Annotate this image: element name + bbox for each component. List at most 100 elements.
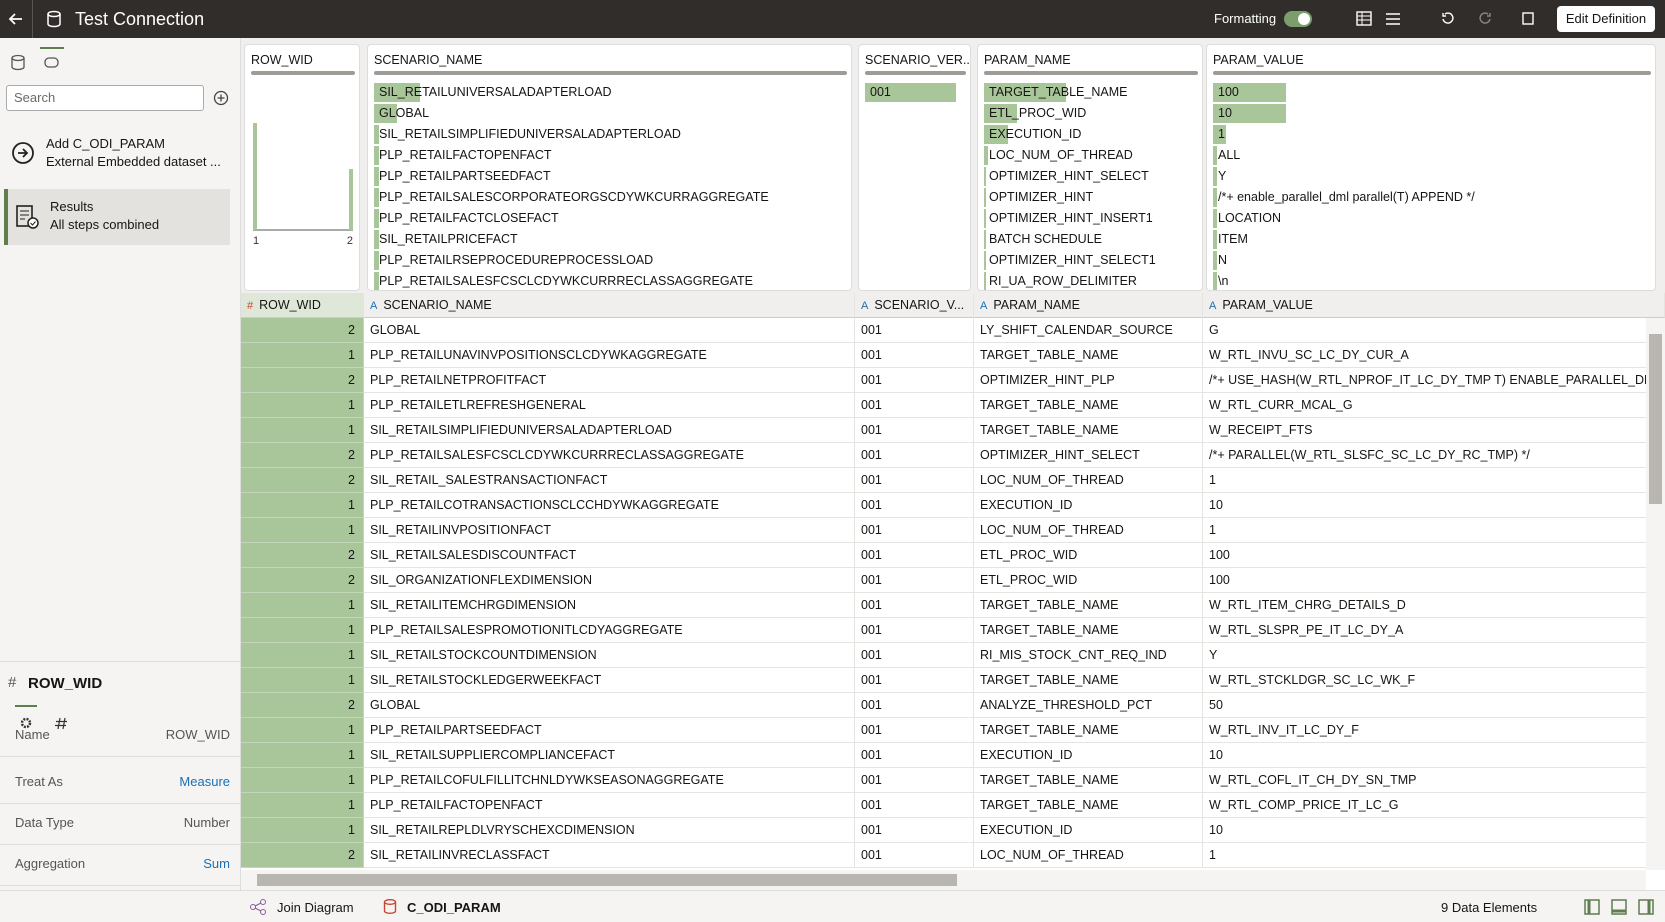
freq-bar <box>984 209 987 228</box>
profile-card: SCENARIO_VER... 001 <box>858 44 971 291</box>
profile-item[interactable]: OPTIMIZER_HINT_SELECT1 <box>984 251 1188 270</box>
prop-tabs[interactable] <box>18 714 78 732</box>
status: 9 Data Elements <box>1441 900 1538 915</box>
table-cell: 1 <box>241 493 364 518</box>
toolbar-icons[interactable] <box>1355 10 1535 28</box>
profile-item[interactable]: GLOBAL <box>374 104 837 123</box>
freq-bar <box>1213 272 1218 290</box>
formatting-toggle[interactable] <box>1284 11 1312 27</box>
profile-item[interactable]: SIL_RETAILSIMPLIFIEDUNIVERSALADAPTERLOAD <box>374 125 837 144</box>
table-cell: 1 <box>241 643 364 668</box>
profile-item[interactable]: TARGET_TABLE_NAME <box>984 83 1188 102</box>
table-cell: SIL_RETAILSTOCKLEDGERWEEKFACT <box>364 668 855 693</box>
profile-item[interactable]: ITEM <box>1213 230 1641 249</box>
profile-item[interactable]: PLP_RETAILFACTCLOSEFACT <box>374 209 837 228</box>
profile-item[interactable]: \n <box>1213 272 1641 290</box>
item-label: ALL <box>1218 148 1241 162</box>
table-cell: SIL_ORGANIZATIONFLEXDIMENSION <box>364 568 855 593</box>
profile-item[interactable]: 100 <box>1213 83 1641 102</box>
search-input[interactable]: Search <box>6 85 204 111</box>
item-label: 001 <box>870 85 891 99</box>
freq-bar <box>374 251 379 270</box>
profile-item[interactable]: PLP_RETAILPARTSEEDFACT <box>374 167 837 186</box>
profile-item[interactable]: PLP_RETAILRSEPROCEDUREPROCESSLOAD <box>374 251 837 270</box>
profile-item[interactable]: /*+ enable_parallel_dml parallel(T) APPE… <box>1213 188 1641 207</box>
profile-item[interactable]: OPTIMIZER_HINT_SELECT <box>984 167 1188 186</box>
profile-item[interactable]: ETL_PROC_WID <box>984 104 1188 123</box>
profile-item[interactable]: LOCATION <box>1213 209 1641 228</box>
step[interactable]: Results All steps combined <box>4 189 230 245</box>
type-icon: A <box>1209 300 1217 312</box>
table-cell: 001 <box>855 318 974 343</box>
profile-item[interactable]: PLP_RETAILSALESFCSCLCDYWKCURRRECLASSAGGR… <box>374 272 837 290</box>
profile-item[interactable]: ALL <box>1213 146 1641 165</box>
divider <box>0 885 241 886</box>
footer-tab[interactable]: Join Diagram <box>277 900 354 915</box>
item-label: 100 <box>1218 85 1239 99</box>
table-cell: 50 <box>1203 693 1665 718</box>
freq-bar <box>374 104 398 123</box>
table-cell: SIL_RETAILINVPOSITIONFACT <box>364 518 855 543</box>
table-cell: TARGET_TABLE_NAME <box>974 418 1203 443</box>
column-header[interactable]: A SCENARIO_NAME <box>364 293 855 318</box>
table-cell: 100 <box>1203 543 1665 568</box>
table-cell: PLP_RETAILSALESPROMOTIONITLCDYAGGREGATE <box>364 618 855 643</box>
profile-item[interactable]: OPTIMIZER_HINT_INSERT1 <box>984 209 1188 228</box>
profile-item[interactable]: N <box>1213 251 1641 270</box>
step[interactable]: Add C_ODI_PARAM External Embedded dataset… <box>0 130 230 178</box>
item-label: 1 <box>1218 127 1225 141</box>
type-icon: A <box>370 300 378 312</box>
dataset-tab-icon <box>383 899 397 915</box>
column-header[interactable]: A PARAM_VALUE <box>1203 293 1665 318</box>
profile-item[interactable]: 001 <box>865 83 956 102</box>
h-scroll-thumb[interactable] <box>257 874 957 886</box>
table-cell: 100 <box>1203 568 1665 593</box>
table-cell: 1 <box>1203 468 1665 493</box>
freq-bar <box>984 146 989 165</box>
table-cell: PLP_RETAILCOFULFILLITCHNLDYWKSEASONAGGRE… <box>364 768 855 793</box>
prop-value[interactable]: Sum <box>203 856 230 871</box>
layout-icons[interactable] <box>1580 899 1660 915</box>
back-button[interactable] <box>6 9 26 29</box>
profile-item[interactable]: EXECUTION_ID <box>984 125 1188 144</box>
panel-tabs[interactable] <box>10 54 60 72</box>
profile-item[interactable]: RI_UA_ROW_DELIMITER <box>984 272 1188 290</box>
column-header[interactable]: # ROW_WID <box>241 293 364 318</box>
profile-item[interactable]: PLP_RETAILFACTOPENFACT <box>374 146 837 165</box>
item-label: Y <box>1218 169 1227 183</box>
table-cell: 001 <box>855 518 974 543</box>
profile-item[interactable]: LOC_NUM_OF_THREAD <box>984 146 1188 165</box>
table-cell: 10 <box>1203 818 1665 843</box>
freq-bar <box>984 251 987 270</box>
profile-item[interactable]: SIL_RETAILPRICEFACT <box>374 230 837 249</box>
v-scroll-thumb[interactable] <box>1649 334 1662 504</box>
profile-item[interactable]: 10 <box>1213 104 1641 123</box>
freq-bar <box>1213 125 1226 144</box>
table-cell: 2 <box>241 543 364 568</box>
table-cell: 1 <box>1203 843 1665 868</box>
item-label: PLP_RETAILRSEPROCEDUREPROCESSLOAD <box>379 253 654 267</box>
footer-tab[interactable]: C_ODI_PARAM <box>407 900 501 915</box>
card-title: PARAM_VALUE <box>1213 53 1304 67</box>
profile-item[interactable]: Y <box>1213 167 1641 186</box>
profile-item[interactable]: SIL_RETAILUNIVERSALADAPTERLOAD <box>374 83 837 102</box>
table-cell: GLOBAL <box>364 693 855 718</box>
profile-item[interactable]: BATCH SCHEDULE <box>984 230 1188 249</box>
profile-item[interactable]: PLP_RETAILSALESCORPORATEORGSCDYWKCURRAGG… <box>374 188 837 207</box>
card-rule <box>251 71 355 75</box>
prop-value[interactable]: Measure <box>179 774 230 789</box>
table-cell: TARGET_TABLE_NAME <box>974 618 1203 643</box>
table-cell: EXECUTION_ID <box>974 818 1203 843</box>
edit-definition-button[interactable]: Edit Definition <box>1557 6 1655 32</box>
table-cell: 001 <box>855 743 974 768</box>
add-button[interactable] <box>213 90 229 106</box>
column-header[interactable]: A SCENARIO_V... <box>855 293 974 318</box>
profile-item[interactable]: OPTIMIZER_HINT <box>984 188 1188 207</box>
profile-item[interactable]: 1 <box>1213 125 1641 144</box>
item-label: PLP_RETAILPARTSEEDFACT <box>379 169 551 183</box>
bar <box>253 123 257 230</box>
column-header[interactable]: A PARAM_NAME <box>974 293 1203 318</box>
freq-bar <box>865 83 956 102</box>
profile-card: PARAM_NAME TARGET_TABLE_NAME ETL_PROC_WID E… <box>977 44 1203 291</box>
